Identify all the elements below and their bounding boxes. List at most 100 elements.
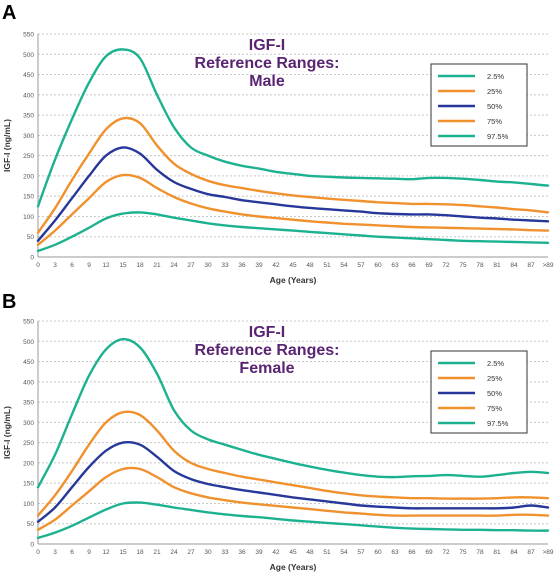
- x-tick-label: 15: [119, 262, 127, 269]
- x-tick-label: 36: [238, 549, 246, 556]
- y-tick-label: 350: [23, 113, 34, 120]
- x-tick-label: 81: [493, 262, 501, 269]
- series-line-50pct: [36, 146, 550, 242]
- y-tick-label: 300: [23, 420, 34, 427]
- y-tick-label: 300: [23, 133, 34, 140]
- series-line-97-5pct: [36, 337, 550, 489]
- x-tick-label: 3: [53, 549, 57, 556]
- y-axis-label: IGF-I (ng/mL): [2, 406, 12, 459]
- x-tick-label: 6: [70, 262, 74, 269]
- x-tick-label: 48: [306, 549, 314, 556]
- y-tick-label: 350: [23, 400, 34, 407]
- legend-label: 75%: [487, 117, 502, 126]
- x-tick-label: 75: [459, 262, 467, 269]
- x-tick-label: 12: [102, 549, 110, 556]
- x-tick-label: 0: [36, 262, 40, 269]
- x-tick-label: 30: [204, 549, 212, 556]
- chart-title-line: Reference Ranges:: [195, 342, 340, 359]
- y-tick-label: 550: [23, 32, 34, 39]
- x-tick-label: >89: [542, 549, 553, 556]
- series-line-25pct: [36, 466, 550, 531]
- x-tick-label: 9: [87, 262, 91, 269]
- x-tick-label: 21: [153, 549, 161, 556]
- x-tick-label: 9: [87, 549, 91, 556]
- y-tick-label: 0: [30, 255, 34, 262]
- x-tick-label: 57: [357, 262, 365, 269]
- legend-label: 50%: [487, 102, 502, 111]
- x-tick-label: 3: [53, 262, 57, 269]
- chart-title-line: IGF-I: [249, 324, 285, 341]
- legend-label: 2.5%: [487, 359, 504, 368]
- x-tick-label: 57: [357, 549, 365, 556]
- legend-label: 25%: [487, 87, 502, 96]
- x-tick-label: 51: [323, 549, 331, 556]
- x-tick-label: 84: [510, 262, 518, 269]
- x-tick-label: 60: [374, 549, 382, 556]
- chart-title-line: Reference Ranges:: [195, 55, 340, 72]
- x-tick-label: 66: [408, 262, 416, 269]
- x-tick-label: 72: [442, 262, 450, 269]
- x-tick-label: 75: [459, 549, 467, 556]
- x-axis-label: Age (Years): [270, 562, 317, 572]
- x-tick-label: 54: [340, 262, 348, 269]
- y-tick-label: 0: [30, 542, 34, 549]
- y-tick-label: 200: [23, 173, 34, 180]
- x-tick-label: 63: [391, 549, 399, 556]
- y-tick-label: 50: [27, 521, 35, 528]
- y-tick-label: 100: [23, 501, 34, 508]
- series-line-50pct: [36, 440, 550, 523]
- x-tick-label: >89: [542, 262, 553, 269]
- y-tick-label: 450: [23, 359, 34, 366]
- x-tick-label: 48: [306, 262, 314, 269]
- x-tick-label: 84: [510, 549, 518, 556]
- x-tick-label: 27: [187, 262, 195, 269]
- legend-label: 2.5%: [487, 72, 504, 81]
- x-tick-label: 36: [238, 262, 246, 269]
- x-tick-label: 6: [70, 549, 74, 556]
- x-tick-label: 81: [493, 549, 501, 556]
- x-tick-label: 39: [255, 262, 263, 269]
- x-tick-label: 51: [323, 262, 331, 269]
- y-tick-label: 150: [23, 194, 34, 201]
- x-tick-label: 72: [442, 549, 450, 556]
- x-tick-label: 33: [221, 262, 229, 269]
- x-tick-label: 45: [289, 262, 297, 269]
- x-tick-label: 21: [153, 262, 161, 269]
- x-axis-label: Age (Years): [270, 275, 317, 285]
- x-tick-label: 42: [272, 262, 280, 269]
- x-tick-label: 87: [527, 549, 535, 556]
- y-tick-label: 250: [23, 440, 34, 447]
- series-line-97-5pct: [36, 48, 550, 208]
- series-line-2-5pct: [36, 211, 550, 253]
- series-line-75pct: [36, 116, 550, 234]
- legend-label: 75%: [487, 404, 502, 413]
- x-tick-label: 78: [476, 262, 484, 269]
- x-tick-label: 15: [119, 549, 127, 556]
- y-tick-label: 500: [23, 52, 34, 59]
- y-tick-label: 400: [23, 92, 34, 99]
- x-tick-label: 69: [425, 262, 433, 269]
- legend-label: 97.5%: [487, 419, 509, 428]
- y-tick-label: 150: [23, 481, 34, 488]
- y-tick-label: 200: [23, 460, 34, 467]
- chart-title-line: IGF-I: [249, 37, 285, 54]
- panel-b-letter: B: [2, 291, 17, 313]
- series-line-75pct: [36, 410, 550, 517]
- x-tick-label: 87: [527, 262, 535, 269]
- x-tick-label: 30: [204, 262, 212, 269]
- x-tick-label: 54: [340, 549, 348, 556]
- y-tick-label: 400: [23, 379, 34, 386]
- x-tick-label: 18: [136, 262, 144, 269]
- x-tick-label: 69: [425, 549, 433, 556]
- x-tick-label: 78: [476, 549, 484, 556]
- x-tick-label: 66: [408, 549, 416, 556]
- panel-a-letter: A: [2, 2, 17, 24]
- x-tick-label: 0: [36, 549, 40, 556]
- y-tick-label: 100: [23, 214, 34, 221]
- chart-title-line: Male: [249, 73, 285, 90]
- series-line-25pct: [36, 173, 550, 246]
- x-tick-label: 42: [272, 549, 280, 556]
- y-tick-label: 500: [23, 339, 34, 346]
